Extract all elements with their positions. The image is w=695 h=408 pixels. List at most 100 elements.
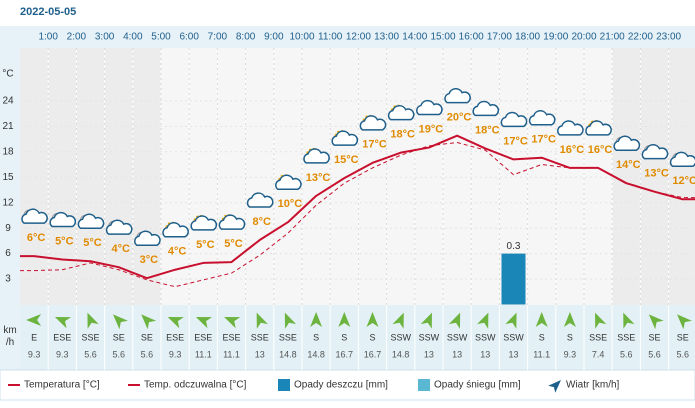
wind-direction: SSW (475, 332, 496, 342)
wind-speed: 9.3 (564, 349, 577, 359)
wind-arrow (648, 314, 664, 330)
cloud-icon (331, 130, 359, 146)
wind-speed: 9.3 (28, 349, 41, 359)
wind-speed: 5.6 (84, 349, 97, 359)
wind-direction: S (539, 332, 545, 342)
temp-label: 20°C (447, 112, 472, 124)
night-shade (20, 48, 49, 305)
wind-speed: 9.3 (169, 349, 182, 359)
wind-unit: km/h (3, 325, 16, 348)
wind-arrow (284, 312, 297, 329)
temp-label: 5°C (83, 237, 102, 249)
y-tick-label: 3 (5, 274, 11, 285)
cloud-icon (49, 211, 77, 228)
hour-label: 11:00 (318, 32, 343, 43)
temp-label: 4°C (111, 243, 130, 255)
wind-direction: ESE (194, 332, 212, 342)
wind-speed: 16.7 (336, 349, 354, 359)
hour-label: 21:00 (600, 32, 625, 43)
temp-label: 18°C (475, 124, 500, 136)
cloud-icon (162, 222, 189, 238)
wind-arrow (420, 312, 432, 329)
hour-label: 14:00 (402, 32, 427, 43)
hour-label: 5:00 (151, 32, 171, 43)
wind-arrow (448, 312, 461, 329)
cloud-icon (500, 111, 528, 128)
cloud-icon (669, 151, 695, 168)
wind-direction: SE (113, 332, 125, 342)
wind-direction: SSW (503, 332, 524, 342)
wind-arrow (87, 312, 99, 329)
legend: Temperatura [°C] Temp. odczuwalna [°C] Opa… (8, 379, 620, 393)
cloud-icon (275, 174, 302, 190)
y-tick-label: 21 (2, 121, 14, 132)
wind-arrow (141, 314, 157, 330)
night-shade (132, 48, 161, 305)
wind-arrow (167, 316, 184, 329)
legend-label: Temperatura [°C] (24, 380, 100, 391)
night-shade (668, 48, 695, 305)
wind-speed: 13 (508, 349, 518, 359)
precip-label: 0.3 (507, 241, 521, 252)
cloud-icon (77, 213, 105, 229)
hour-label: 3:00 (95, 32, 115, 43)
wind-direction: SSW (447, 332, 468, 342)
wind-speed: 11.1 (195, 349, 212, 359)
legend-label: Temp. odczuwalna [°C] (144, 380, 247, 391)
wind-direction: SSW (390, 332, 411, 342)
y-unit: °C (2, 69, 13, 80)
wind-speed: 16.7 (364, 349, 382, 359)
y-tick-label: 15 (2, 172, 14, 183)
cloud-icon (528, 110, 556, 126)
cloud-icon (387, 104, 415, 121)
wind-speed: 5.6 (648, 349, 661, 359)
temp-label: 8°C (252, 216, 271, 228)
temp-label: 6°C (27, 232, 46, 244)
y-tick-label: 24 (2, 96, 14, 107)
wind-speed: 11.1 (223, 349, 240, 359)
legend-swatch (278, 379, 290, 391)
temp-label: 18°C (390, 129, 415, 141)
temp-label: 19°C (419, 123, 444, 135)
cloud-icon (472, 100, 500, 117)
hour-label: 13:00 (374, 32, 399, 43)
night-shade (48, 48, 77, 305)
wind-arrow (113, 314, 128, 330)
legend-swatch (548, 380, 561, 393)
wind-direction: SSW (419, 332, 440, 342)
wind-speed: 7.4 (592, 349, 605, 359)
temp-label: 13°C (306, 172, 331, 184)
night-shade (640, 48, 669, 305)
wind-direction: SSE (279, 332, 297, 342)
hour-label: 18:00 (515, 32, 540, 43)
hour-header (0, 26, 695, 48)
y-tick-label: 6 (5, 248, 11, 259)
wind-arrow (623, 312, 635, 329)
wind-arrow (195, 316, 213, 329)
legend-label: Opady śniegu [mm] (434, 380, 521, 391)
temp-label: 12°C (672, 175, 695, 187)
wind-speed: 11.1 (533, 349, 550, 359)
cloud-icon (444, 87, 471, 104)
wind-arrow (595, 312, 607, 329)
legend-box (0, 369, 695, 401)
cloud-icon (190, 215, 218, 231)
wind-speed: 5.6 (620, 349, 633, 359)
cloud-icon (613, 135, 641, 151)
wind-arrow (366, 312, 379, 327)
y-tick-label: 18 (2, 146, 14, 157)
date-title: 2022-05-05 (20, 6, 76, 18)
wind-direction: S (369, 332, 375, 342)
temp-label: 14°C (616, 159, 641, 171)
hour-label: 19:00 (543, 32, 568, 43)
wind-speed: 13 (480, 349, 490, 359)
wind-arrow (310, 312, 323, 327)
cloud-icon (21, 208, 48, 224)
temp-label: 5°C (196, 239, 215, 251)
wind-speed: 5.6 (141, 349, 154, 359)
wind-arrow (505, 312, 517, 329)
precip-bar (501, 253, 526, 305)
hour-label: 8:00 (236, 32, 256, 43)
wind-direction: S (567, 332, 573, 342)
